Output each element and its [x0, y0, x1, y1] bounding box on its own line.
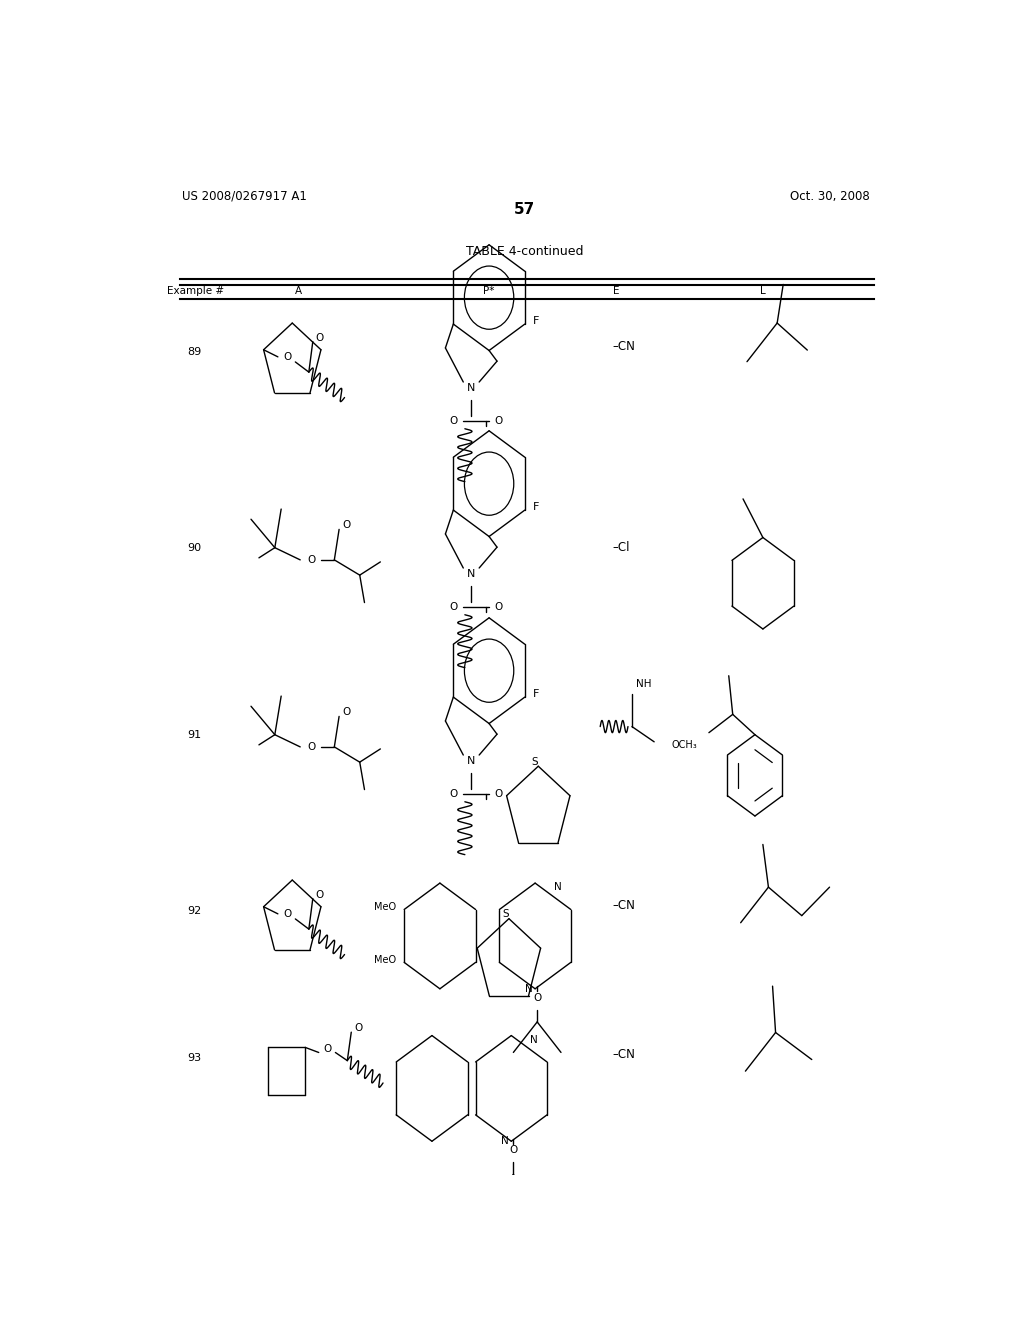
Text: N: N: [467, 756, 475, 766]
Text: N: N: [554, 882, 562, 892]
Text: A: A: [295, 285, 302, 296]
Text: O: O: [307, 742, 315, 752]
Text: F: F: [534, 689, 540, 700]
Text: O: O: [495, 602, 503, 611]
Text: O: O: [342, 520, 350, 531]
Text: –Cl: –Cl: [612, 541, 630, 554]
Text: N: N: [467, 569, 475, 579]
Text: MeO: MeO: [375, 902, 396, 912]
Text: O: O: [450, 602, 458, 611]
Text: P*: P*: [483, 285, 495, 296]
Text: O: O: [495, 788, 503, 799]
Text: O: O: [315, 890, 324, 899]
Text: F: F: [534, 503, 540, 512]
Text: O: O: [495, 416, 503, 425]
Text: O: O: [450, 788, 458, 799]
Text: O: O: [324, 1044, 332, 1055]
Text: N: N: [525, 983, 532, 994]
Text: 89: 89: [187, 347, 202, 356]
Text: –CN: –CN: [612, 1048, 635, 1061]
Text: S: S: [503, 909, 509, 920]
Text: N: N: [501, 1137, 509, 1146]
Text: O: O: [534, 993, 542, 1002]
Text: O: O: [342, 708, 350, 717]
Text: TABLE 4-continued: TABLE 4-continued: [466, 246, 584, 259]
Text: 91: 91: [187, 730, 202, 739]
Text: MeO: MeO: [375, 954, 396, 965]
Text: –CN: –CN: [612, 899, 635, 912]
Text: L: L: [760, 285, 766, 296]
Text: OCH₃: OCH₃: [672, 741, 697, 750]
Text: O: O: [315, 333, 324, 343]
Text: O: O: [307, 554, 315, 565]
Text: 57: 57: [514, 202, 536, 216]
Text: O: O: [284, 909, 292, 919]
Text: O: O: [450, 416, 458, 425]
Text: N: N: [467, 383, 475, 393]
Text: 90: 90: [187, 543, 202, 553]
Text: 93: 93: [187, 1053, 202, 1063]
Text: NH: NH: [636, 678, 651, 689]
Text: Example #: Example #: [167, 285, 224, 296]
Text: –CN: –CN: [612, 341, 635, 352]
Text: Oct. 30, 2008: Oct. 30, 2008: [791, 190, 870, 202]
Text: O: O: [509, 1144, 517, 1155]
Text: S: S: [531, 756, 539, 767]
Text: O: O: [354, 1023, 362, 1034]
Text: N: N: [530, 1035, 538, 1045]
Text: 92: 92: [187, 906, 202, 916]
Text: US 2008/0267917 A1: US 2008/0267917 A1: [182, 190, 307, 202]
Text: E: E: [612, 285, 620, 296]
Text: F: F: [534, 317, 540, 326]
Text: O: O: [284, 352, 292, 362]
